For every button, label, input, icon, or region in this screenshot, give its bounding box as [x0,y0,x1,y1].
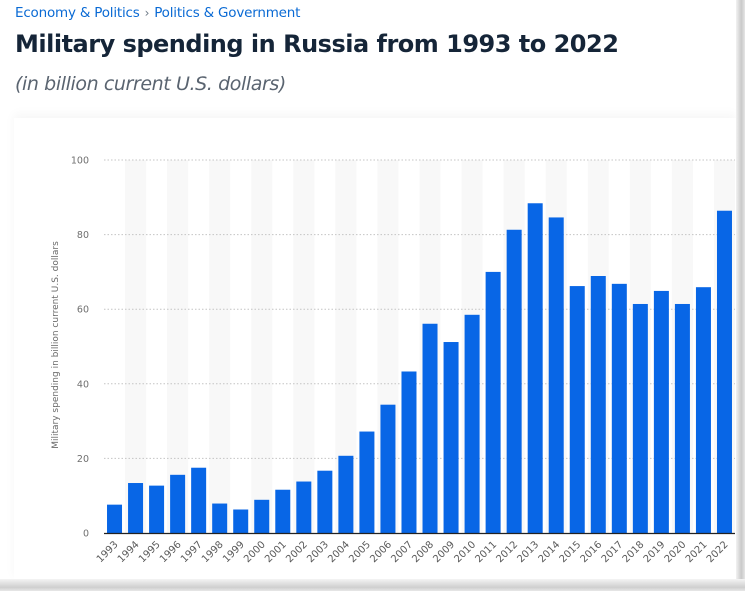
x-axis-labels: 1993199419951996199719981999200020012002… [95,539,731,565]
page-title: Military spending in Russia from 1993 to… [15,30,619,58]
bar-2021 [695,287,711,533]
bar-2013 [527,203,543,533]
bar-2003 [317,470,333,533]
x-tick-label: 1993 [95,539,121,565]
column-stripe [251,160,273,533]
x-tick-label: 2012 [494,539,520,565]
bar-2010 [464,314,480,533]
y-tick-label: 20 [77,454,89,465]
bar-2014 [548,217,564,533]
x-tick-label: 2003 [305,539,331,565]
y-tick-label: 0 [83,529,89,540]
x-tick-label: 2018 [621,539,647,565]
bar-2008 [422,323,438,533]
x-tick-label: 2014 [537,539,563,565]
bar-2015 [569,286,585,533]
x-tick-label: 1995 [137,539,163,565]
x-tick-label: 2011 [473,539,499,565]
frame-edge-bottom [0,579,745,591]
bar-2022 [716,210,732,533]
bar-2019 [653,290,669,533]
y-tick-label: 60 [77,305,89,316]
page-subtitle: (in billion current U.S. dollars) [15,73,286,95]
x-tick-label: 2015 [558,539,584,565]
x-tick-label: 2001 [263,539,289,565]
bar-2017 [611,283,627,533]
x-tick-label: 2007 [389,539,415,565]
bar-2016 [590,276,606,533]
bar-2020 [674,303,690,533]
frame-edge-right [736,0,745,591]
x-tick-label: 1999 [221,539,247,565]
bars [107,203,732,533]
x-tick-label: 2020 [663,539,689,565]
x-tick-label: 1998 [200,539,226,565]
bar-2012 [506,229,522,533]
x-tick-label: 2017 [600,539,626,565]
bar-1998 [212,503,228,533]
x-tick-label: 2006 [368,539,394,565]
x-tick-label: 2013 [516,539,542,565]
bar-2006 [380,404,396,533]
y-axis-title: Military spending in billion current U.S… [51,241,61,449]
y-tick-label: 100 [71,156,89,167]
x-tick-label: 2021 [684,539,710,565]
x-tick-label: 1997 [179,539,205,565]
bar-1993 [107,504,123,533]
bar-2004 [338,455,354,533]
y-tick-label: 80 [77,230,89,241]
bar-1995 [149,485,165,533]
breadcrumb-separator-icon: › [144,6,150,20]
x-tick-label: 2008 [410,539,436,565]
x-tick-label: 2002 [284,539,310,565]
column-stripe [167,160,189,533]
x-tick-label: 1996 [158,539,184,565]
x-tick-label: 2019 [642,539,668,565]
breadcrumb-politics-government[interactable]: Politics & Government [154,5,301,21]
bar-2001 [275,489,291,533]
column-stripe [209,160,231,533]
bar-2018 [632,303,648,533]
y-tick-label: 40 [77,379,89,390]
bar-2000 [254,499,270,533]
y-axis-ticks: 0 20 40 60 80 100 [71,156,89,540]
x-tick-label: 2004 [326,539,352,565]
x-tick-label: 2022 [705,539,731,565]
x-tick-label: 1994 [116,539,142,565]
column-stripe [125,160,147,533]
column-stripe [293,160,315,533]
x-tick-label: 2010 [452,539,478,565]
bar-2009 [443,342,459,533]
x-tick-label: 2016 [579,539,605,565]
bar-2007 [401,371,417,533]
bar-1999 [233,509,249,533]
breadcrumb: Economy & Politics › Politics & Government [15,5,300,21]
breadcrumb-economy-politics[interactable]: Economy & Politics [15,5,140,21]
bar-1996 [170,474,186,533]
x-tick-label: 2009 [431,539,457,565]
bar-1994 [128,483,144,533]
bar-1997 [191,467,207,533]
bar-2002 [296,481,312,533]
gridlines [104,159,735,459]
x-tick-label: 2005 [347,539,373,565]
x-tick-label: 2000 [242,539,268,565]
bar-2005 [359,431,375,533]
column-stripe [335,160,357,533]
bar-2011 [485,271,501,533]
